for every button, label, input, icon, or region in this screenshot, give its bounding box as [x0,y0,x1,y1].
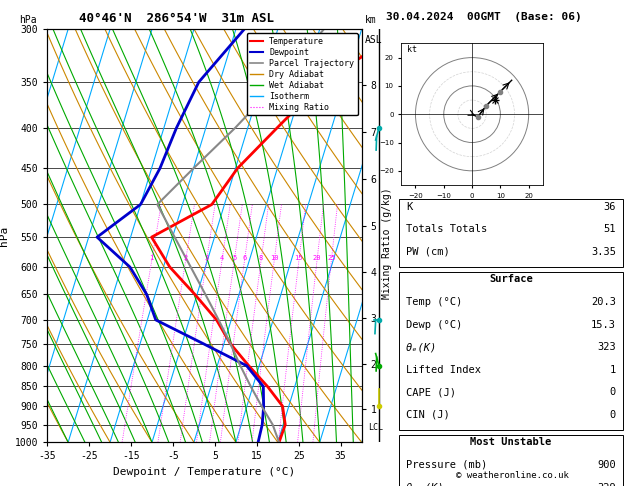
Text: 8: 8 [259,255,263,261]
Text: ASL: ASL [365,35,382,45]
Text: 20: 20 [313,255,321,261]
Text: 1: 1 [150,255,153,261]
Text: hPa: hPa [19,15,36,25]
Text: 10: 10 [270,255,279,261]
Text: © weatheronline.co.uk: © weatheronline.co.uk [456,471,569,480]
Text: 20.3: 20.3 [591,297,616,307]
Text: 0: 0 [610,410,616,420]
Text: 4: 4 [220,255,224,261]
Text: θₑ(K): θₑ(K) [406,342,437,352]
Text: 900: 900 [598,460,616,470]
Text: 36: 36 [603,202,616,212]
Text: LCL: LCL [368,423,383,432]
Text: 5: 5 [232,255,237,261]
Text: Surface: Surface [489,274,533,284]
Text: 51: 51 [603,225,616,234]
Text: PW (cm): PW (cm) [406,247,450,257]
Text: 3.35: 3.35 [591,247,616,257]
Text: Totals Totals: Totals Totals [406,225,487,234]
Legend: Temperature, Dewpoint, Parcel Trajectory, Dry Adiabat, Wet Adiabat, Isotherm, Mi: Temperature, Dewpoint, Parcel Trajectory… [247,34,357,116]
Text: Temp (°C): Temp (°C) [406,297,462,307]
Text: 2: 2 [184,255,187,261]
Text: 0: 0 [610,387,616,398]
Text: Lifted Index: Lifted Index [406,364,481,375]
Text: θₑ (K): θₑ (K) [406,483,443,486]
Text: 3: 3 [204,255,209,261]
Text: 15: 15 [294,255,303,261]
Text: kt: kt [407,45,417,54]
Text: K: K [406,202,413,212]
Bar [399,199,623,267]
Text: 323: 323 [598,342,616,352]
Text: Most Unstable: Most Unstable [470,437,552,448]
Text: km: km [365,15,377,25]
Text: Pressure (mb): Pressure (mb) [406,460,487,470]
Text: 25: 25 [327,255,335,261]
Text: CAPE (J): CAPE (J) [406,387,456,398]
X-axis label: Dewpoint / Temperature (°C): Dewpoint / Temperature (°C) [113,467,296,477]
Text: Dewp (°C): Dewp (°C) [406,320,462,330]
Text: 15.3: 15.3 [591,320,616,330]
Text: CIN (J): CIN (J) [406,410,450,420]
Y-axis label: hPa: hPa [0,226,9,246]
Text: 329: 329 [598,483,616,486]
Text: 6: 6 [242,255,247,261]
Text: 40°46'N  286°54'W  31m ASL: 40°46'N 286°54'W 31m ASL [79,12,274,25]
Bar [399,272,623,430]
Text: Mixing Ratio (g/kg): Mixing Ratio (g/kg) [382,187,392,299]
Text: 1: 1 [610,364,616,375]
Bar [399,435,623,486]
Text: 30.04.2024  00GMT  (Base: 06): 30.04.2024 00GMT (Base: 06) [386,12,582,22]
